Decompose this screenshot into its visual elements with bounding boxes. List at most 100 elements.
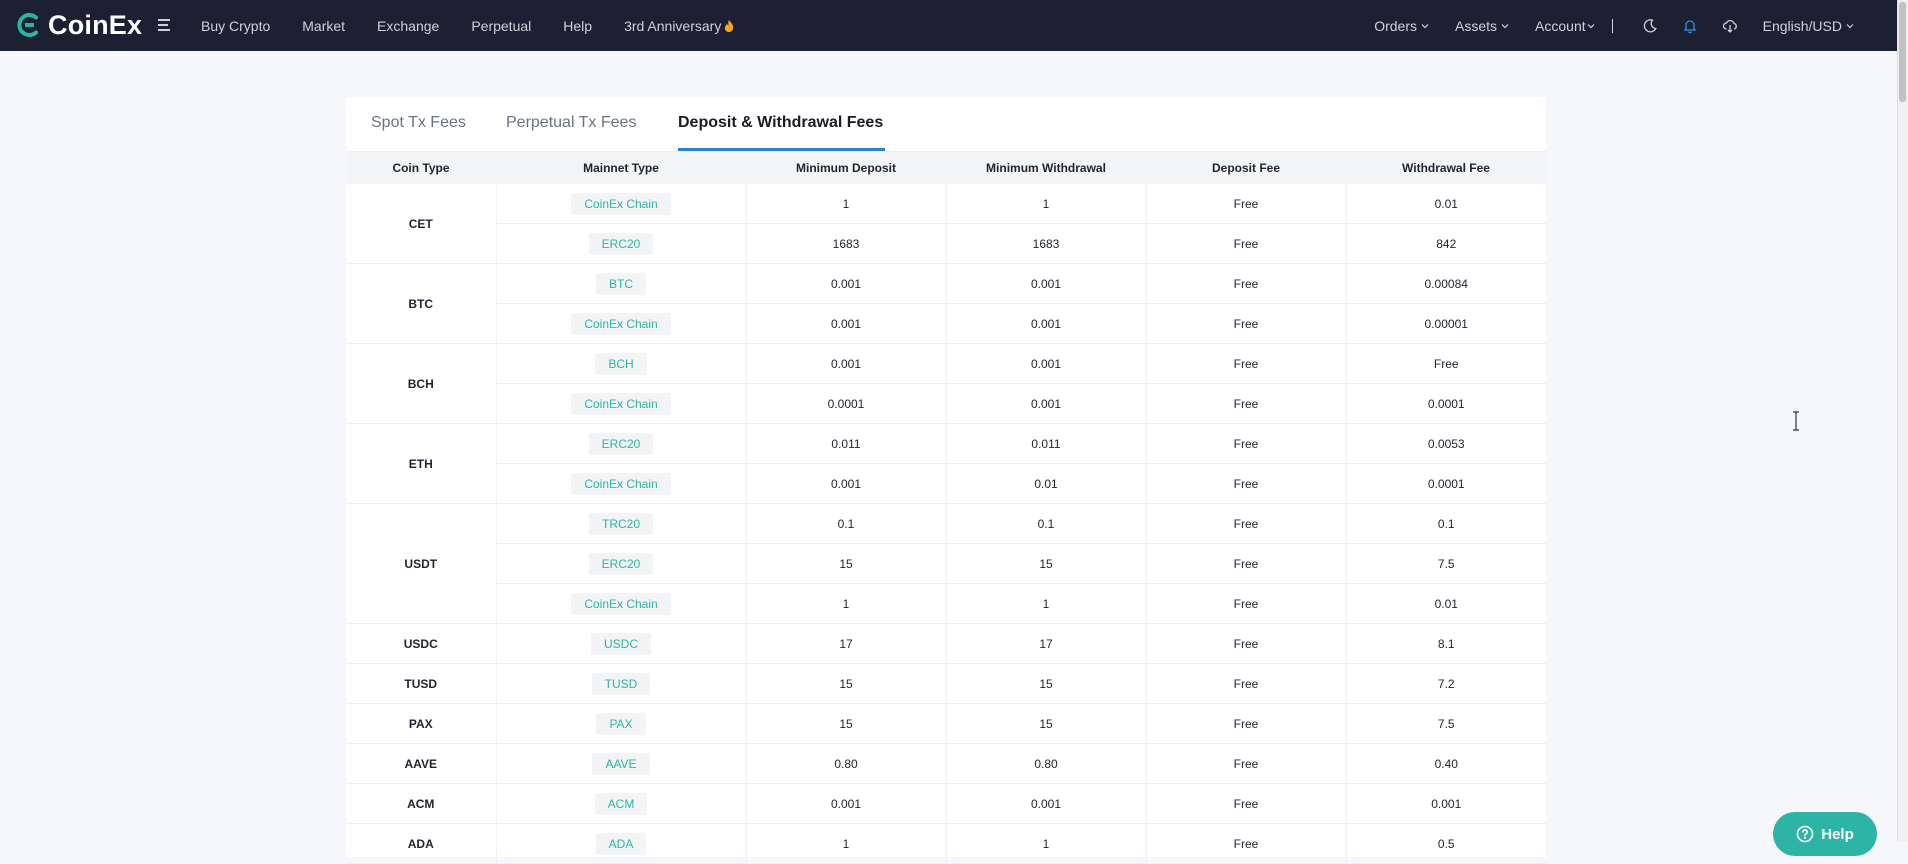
mainnet-chip[interactable]: TUSD xyxy=(591,672,651,695)
withdrawal-fee-cell: 0.00001 xyxy=(1346,303,1546,344)
mainnet-type-cell: CoinEx Chain xyxy=(496,303,747,344)
deposit-fee-cell: Free xyxy=(1146,663,1347,704)
menu-icon[interactable] xyxy=(156,16,176,34)
minimum-withdrawal-cell: 17 xyxy=(946,623,1147,664)
withdrawal-fee-cell: 0.0053 xyxy=(1346,423,1546,464)
coinex-logo[interactable]: CoinEx xyxy=(14,9,142,41)
mainnet-type-cell: ACM xyxy=(496,783,747,824)
nav-anniversary[interactable]: 3rd Anniversary xyxy=(624,18,735,34)
nav-divider xyxy=(1611,18,1613,33)
header-deposit-fee: Deposit Fee xyxy=(1146,152,1346,184)
mainnet-chip[interactable]: ERC20 xyxy=(588,232,654,255)
mainnet-chip[interactable]: BTC xyxy=(596,272,646,295)
help-button[interactable]: Help xyxy=(1773,812,1877,856)
table-row: ETH ERC20 0.011 0.011 Free 0.0053 xyxy=(346,423,1546,504)
mainnet-chip[interactable]: TRC20 xyxy=(588,512,653,535)
mainnet-chip[interactable]: BCH xyxy=(595,352,647,375)
cloud-download-icon[interactable] xyxy=(1722,18,1738,34)
mainnet-chip[interactable]: ERC20 xyxy=(588,552,654,575)
table-row: CoinEx Chain 1 1 Free 0.01 xyxy=(346,583,1546,624)
chevron-down-icon xyxy=(1846,23,1854,28)
table-row: ERC20 1683 1683 Free 842 xyxy=(346,223,1546,264)
tab-spot-fees[interactable]: Spot Tx Fees xyxy=(371,114,466,131)
fees-table-body: CET CoinEx Chain 1 1 Free 0.01 ERC20 1683 1683 Fr… xyxy=(346,184,1546,864)
minimum-withdrawal-cell: 0.80 xyxy=(946,743,1147,784)
withdrawal-fee-cell: 842 xyxy=(1346,223,1546,264)
deposit-fee-cell: Free xyxy=(1146,543,1347,584)
nav-market[interactable]: Market xyxy=(302,17,346,34)
mainnet-chip[interactable]: AAVE xyxy=(592,752,650,775)
help-button-label: Help xyxy=(1821,825,1854,843)
coinex-logo-icon xyxy=(17,13,38,37)
deposit-fee-cell: Free xyxy=(1146,623,1347,664)
minimum-deposit-cell: 0.001 xyxy=(746,463,947,504)
minimum-deposit-cell: 0.001 xyxy=(746,783,947,824)
mainnet-chip[interactable]: USDC xyxy=(590,632,651,655)
tab-deposit-withdrawal-fees[interactable]: Deposit & Withdrawal Fees xyxy=(678,114,884,131)
mainnet-chip[interactable]: CoinEx Chain xyxy=(571,592,671,615)
mainnet-chip[interactable]: ADA xyxy=(595,832,647,855)
nav-account[interactable]: Account xyxy=(1535,18,1595,34)
fees-card: Spot Tx Fees Perpetual Tx Fees Deposit &… xyxy=(346,97,1799,864)
minimum-withdrawal-cell: 0.1 xyxy=(946,503,1147,544)
mainnet-chip[interactable]: CoinEx Chain xyxy=(571,312,671,335)
withdrawal-fee-cell: 7.2 xyxy=(1346,663,1546,704)
scrollbar[interactable] xyxy=(1897,0,1908,842)
minimum-deposit-cell: 1 xyxy=(746,583,947,624)
coin-type-cell: ACM xyxy=(346,783,497,824)
nav-orders[interactable]: Orders xyxy=(1374,18,1429,34)
mainnet-chip[interactable]: CoinEx Chain xyxy=(571,392,671,415)
deposit-fee-cell: Free xyxy=(1146,223,1347,264)
coin-type-cell: BTC xyxy=(346,263,497,344)
scrollbar-thumb[interactable] xyxy=(1899,2,1906,102)
nav-help[interactable]: Help xyxy=(563,17,593,34)
minimum-deposit-cell: 0.001 xyxy=(746,343,947,384)
mainnet-type-cell: ADA xyxy=(496,823,747,864)
mainnet-type-cell: ERC20 xyxy=(496,423,747,464)
tab-perpetual-fees[interactable]: Perpetual Tx Fees xyxy=(506,114,637,131)
mainnet-chip[interactable]: CoinEx Chain xyxy=(571,472,671,495)
nav-assets[interactable]: Assets xyxy=(1455,18,1509,34)
minimum-deposit-cell: 0.0001 xyxy=(746,383,947,424)
minimum-deposit-cell: 1683 xyxy=(746,223,947,264)
moon-icon[interactable] xyxy=(1642,18,1658,34)
nav-perpetual[interactable]: Perpetual xyxy=(471,17,532,34)
chevron-down-icon xyxy=(1421,23,1429,28)
mainnet-chip[interactable]: CoinEx Chain xyxy=(571,192,671,215)
minimum-deposit-cell: 15 xyxy=(746,663,947,704)
minimum-withdrawal-cell: 0.011 xyxy=(946,423,1147,464)
deposit-fee-cell: Free xyxy=(1146,463,1347,504)
minimum-deposit-cell: 0.1 xyxy=(746,503,947,544)
coin-type-cell: AAVE xyxy=(346,743,497,784)
header-withdrawal-fee: Withdrawal Fee xyxy=(1346,152,1546,184)
withdrawal-fee-cell: 0.5 xyxy=(1346,823,1546,864)
table-row: ADA ADA 1 1 Free 0.5 xyxy=(346,823,1546,864)
bell-icon[interactable] xyxy=(1682,18,1698,34)
deposit-fee-cell: Free xyxy=(1146,583,1347,624)
deposit-fee-cell: Free xyxy=(1146,503,1347,544)
primary-nav: Buy Crypto Market Exchange Perpetual Hel… xyxy=(201,0,767,51)
deposit-fee-cell: Free xyxy=(1146,383,1347,424)
coin-type-cell: USDC xyxy=(346,623,497,664)
coin-type-cell: BCH xyxy=(346,343,497,424)
withdrawal-fee-cell: 0.01 xyxy=(1346,184,1546,224)
withdrawal-fee-cell: 7.5 xyxy=(1346,543,1546,584)
mainnet-chip[interactable]: ACM xyxy=(594,792,648,815)
deposit-fee-cell: Free xyxy=(1146,743,1347,784)
minimum-withdrawal-cell: 1 xyxy=(946,184,1147,224)
nav-language[interactable]: English/USD xyxy=(1763,18,1854,34)
header-minimum-deposit: Minimum Deposit xyxy=(746,152,946,184)
nav-buy-crypto[interactable]: Buy Crypto xyxy=(201,17,271,34)
table-row: CoinEx Chain 0.001 0.01 Free 0.0001 xyxy=(346,463,1546,504)
withdrawal-fee-cell: 8.1 xyxy=(1346,623,1546,664)
mainnet-chip[interactable]: ERC20 xyxy=(588,432,654,455)
mainnet-chip[interactable]: PAX xyxy=(596,712,646,735)
header-coin-type: Coin Type xyxy=(346,152,496,184)
minimum-deposit-cell: 15 xyxy=(746,703,947,744)
secondary-nav: Orders Assets Account English/USD xyxy=(1374,0,1898,51)
nav-exchange[interactable]: Exchange xyxy=(377,17,440,34)
minimum-deposit-cell: 0.80 xyxy=(746,743,947,784)
coin-type-cell: ETH xyxy=(346,423,497,504)
nav-anniversary-label: 3rd Anniversary xyxy=(624,17,722,34)
mainnet-type-cell: ERC20 xyxy=(496,543,747,584)
